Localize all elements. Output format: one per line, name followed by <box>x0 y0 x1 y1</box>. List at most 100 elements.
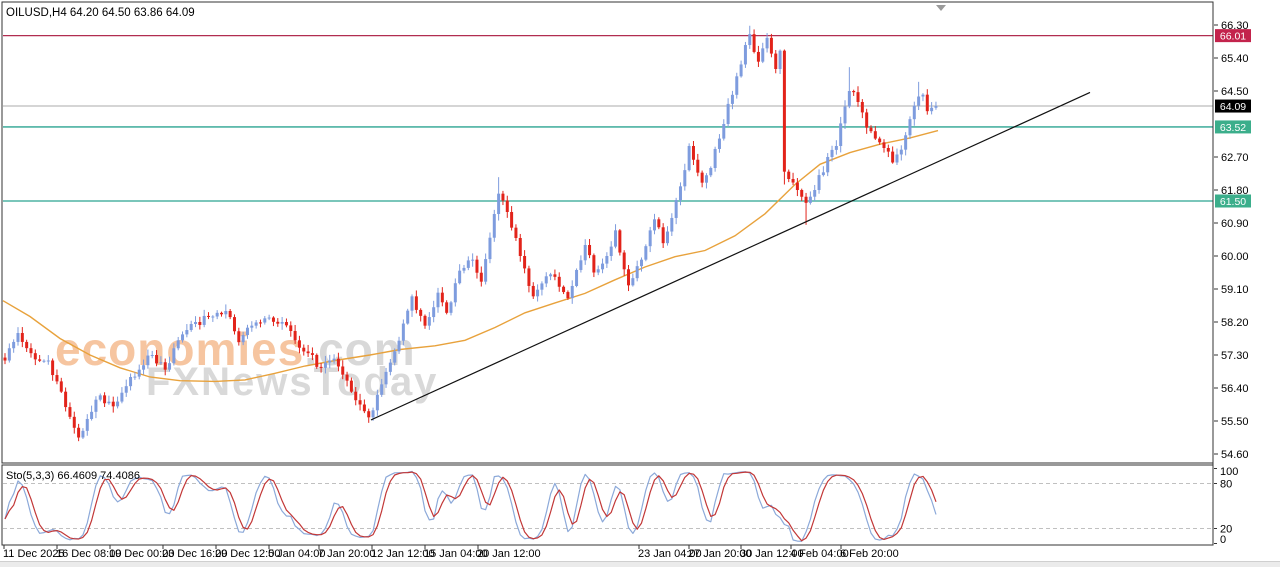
candle-body <box>670 217 674 232</box>
candle-body <box>388 362 392 372</box>
price-badge-label: 61.50 <box>1220 196 1246 208</box>
candle-body <box>704 175 708 183</box>
candle-body <box>917 96 921 106</box>
candle-body <box>678 186 682 201</box>
sub-panel-border <box>1 464 1214 546</box>
candle-body <box>696 159 700 173</box>
candle-body <box>609 246 613 257</box>
candle-body <box>176 340 180 349</box>
price-label: 64.50 <box>1221 86 1249 98</box>
candle-body <box>505 200 509 213</box>
stoch-axis-label: 80 <box>1220 479 1232 491</box>
price-label: 58.20 <box>1221 317 1249 329</box>
candle-body <box>895 154 899 163</box>
candle-body <box>289 325 293 331</box>
indicator-label: Sto(5,3,3) 66.4609 74.4086 <box>6 470 140 482</box>
candle-body <box>644 246 648 260</box>
candle-body <box>25 341 29 349</box>
candle-body <box>860 102 864 113</box>
candle-body <box>865 112 869 128</box>
trend-line <box>370 91 1091 421</box>
candle-body <box>752 34 756 52</box>
candle-body <box>466 260 470 268</box>
ascending-trendline <box>370 91 1091 421</box>
candle-body <box>33 353 37 360</box>
candle-body <box>891 151 895 163</box>
time-label: 15 Jan 04:00 <box>424 548 488 560</box>
candle-body <box>3 357 7 361</box>
candle-body <box>904 135 908 150</box>
candle-body <box>934 106 938 108</box>
candle-body <box>882 142 886 148</box>
candle-body <box>869 127 873 132</box>
candle-body <box>765 37 769 49</box>
candle-body <box>713 148 717 169</box>
candle-body <box>566 292 570 299</box>
candle-body <box>782 50 786 172</box>
price-badge <box>1215 120 1251 134</box>
candle-body <box>198 322 202 325</box>
candle-body <box>631 278 635 286</box>
candle-body <box>614 230 618 247</box>
candle-body <box>12 341 16 349</box>
candle-body <box>787 171 791 180</box>
candle-body <box>410 296 414 311</box>
candle-body <box>107 401 111 404</box>
candle-body <box>847 91 851 107</box>
candle-body <box>120 392 124 402</box>
candle-body <box>185 330 189 335</box>
candle-body <box>601 263 605 270</box>
candle-body <box>20 333 24 342</box>
candle-body <box>826 157 830 173</box>
candle-body <box>523 256 527 269</box>
candle-body <box>709 168 713 176</box>
candle-body <box>354 391 358 401</box>
candle-body <box>583 245 587 261</box>
candle-body <box>310 353 314 355</box>
candle-body <box>46 360 50 362</box>
candle-body <box>717 138 721 149</box>
price-label: 66.30 <box>1221 20 1249 32</box>
candle-body <box>908 119 912 136</box>
candle-body <box>228 311 232 318</box>
candle-body <box>81 430 85 438</box>
candle-body <box>553 274 557 277</box>
candle-body <box>367 411 371 418</box>
candle-body <box>401 323 405 341</box>
price-badge-label: 63.52 <box>1220 122 1246 134</box>
candle-body <box>531 285 535 297</box>
candle-body <box>133 376 137 378</box>
stoch-signal-line <box>4 471 937 542</box>
time-label: 5 Jan 04:00 <box>268 548 326 560</box>
time-label: 29 Dec 12:00 <box>215 548 280 560</box>
candle-body <box>51 360 55 376</box>
candle-body <box>55 375 59 382</box>
price-label: 61.80 <box>1221 185 1249 197</box>
candle-body <box>215 312 219 317</box>
price-label: 59.10 <box>1221 284 1249 296</box>
time-label: 11 Dec 2025 <box>3 548 65 560</box>
price-axis[interactable]: 66.30 65.40 64.50 62.70 61.80 60.90 60.00 59.10… <box>1212 2 1251 545</box>
candle-body <box>930 107 934 112</box>
candle-body <box>98 395 102 400</box>
candle-body <box>774 53 778 70</box>
price-label: 62.70 <box>1221 152 1249 164</box>
candle-body <box>146 355 150 366</box>
candle-body <box>813 190 817 197</box>
candle-body <box>627 269 631 286</box>
candle-body <box>271 317 275 322</box>
candle-body <box>557 276 561 287</box>
candle-body <box>94 399 98 412</box>
price-label: 60.90 <box>1221 218 1249 230</box>
candle-body <box>319 366 323 368</box>
candle-body <box>432 307 436 318</box>
watermark-brand-main: economies <box>55 323 305 375</box>
candle-body <box>241 335 245 343</box>
candle-body <box>449 302 453 313</box>
candle-body <box>254 322 258 326</box>
watermark-line2: FXNewsToday <box>146 360 439 404</box>
candle-body <box>276 321 280 324</box>
